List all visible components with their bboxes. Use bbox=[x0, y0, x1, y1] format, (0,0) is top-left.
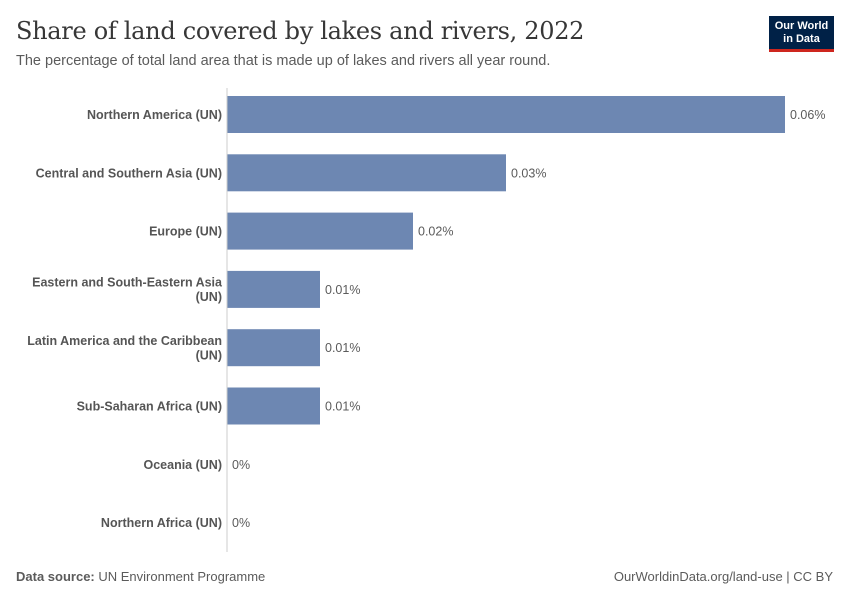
data-source: Data source: UN Environment Programme bbox=[16, 568, 265, 586]
logo-line-2: in Data bbox=[783, 32, 820, 45]
value-label: 0% bbox=[232, 516, 250, 530]
category-label: Central and Southern Asia (UN) bbox=[36, 166, 222, 180]
bar[interactable] bbox=[227, 387, 320, 425]
bar-chart: Northern America (UN) 0.06% Central and So… bbox=[27, 88, 825, 552]
footer-link[interactable]: OurWorldinData.org/land-use | CC BY bbox=[613, 569, 833, 584]
chart-subtitle: The percentage of total land area that i… bbox=[16, 53, 551, 69]
data-source-value: UN Environment Programme bbox=[98, 569, 266, 584]
category-label: Northern Africa (UN) bbox=[101, 516, 222, 530]
value-label: 0.03% bbox=[511, 166, 546, 180]
bar[interactable] bbox=[227, 329, 320, 367]
logo-line-1: Our World bbox=[774, 20, 829, 32]
value-label: 0% bbox=[232, 458, 250, 472]
bar[interactable] bbox=[227, 212, 413, 250]
bar[interactable] bbox=[227, 154, 506, 192]
category-label: Northern America (UN) bbox=[87, 108, 222, 122]
category-label: Europe (UN) bbox=[149, 225, 222, 239]
owid-logo[interactable]: Our World in Data bbox=[769, 16, 834, 52]
category-label: Latin America and the Caribbean (UN) bbox=[27, 334, 222, 363]
data-source-label: Data source: bbox=[16, 569, 95, 584]
bar[interactable] bbox=[227, 270, 320, 308]
value-label: 0.01% bbox=[325, 400, 360, 414]
category-label: Eastern and South-Eastern Asia (UN) bbox=[32, 276, 223, 305]
bar[interactable] bbox=[227, 96, 785, 133]
value-label: 0.01% bbox=[325, 283, 360, 297]
category-label: Sub-Saharan Africa (UN) bbox=[77, 400, 222, 414]
value-label: 0.02% bbox=[418, 225, 453, 239]
category-label: Oceania (UN) bbox=[144, 458, 223, 472]
value-label: 0.01% bbox=[325, 341, 360, 355]
value-label: 0.06% bbox=[790, 108, 825, 122]
chart-title: Share of land covered by lakes and river… bbox=[16, 17, 585, 45]
